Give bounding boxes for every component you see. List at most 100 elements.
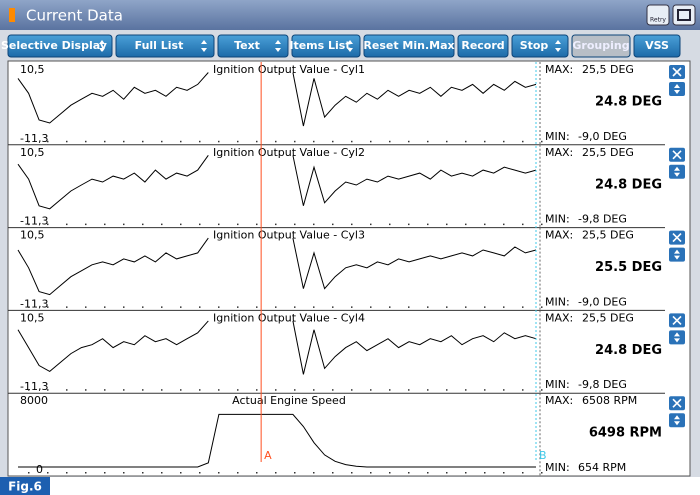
- toolbar-button[interactable]: [217, 34, 289, 58]
- axis-dot: [408, 223, 410, 226]
- cursor-label: B: [539, 449, 547, 462]
- axis-dot: [503, 223, 505, 226]
- panel-title: Ignition Output Value - Cyl4: [213, 311, 365, 324]
- axis-dot: [237, 389, 239, 391]
- axis-dot: [313, 223, 315, 226]
- trace: [17, 320, 537, 375]
- axis-dot: [66, 140, 68, 143]
- axis-dot: [275, 306, 277, 308]
- axis-dot: [218, 140, 220, 143]
- toolbar-button[interactable]: [457, 34, 509, 58]
- min-label: MIN:: [545, 295, 570, 308]
- axis-dot: [446, 223, 448, 226]
- toolbar-button[interactable]: [571, 34, 631, 58]
- axis-dot: [47, 389, 49, 391]
- dropdown-arrow: [201, 40, 207, 52]
- max-value: 25,5 DEG: [582, 146, 634, 159]
- axis-dot: [66, 389, 68, 391]
- retry-button[interactable]: [646, 4, 670, 26]
- axis-dot: [522, 223, 524, 226]
- axis-dot: [161, 472, 163, 474]
- axis-dot: [199, 306, 201, 308]
- current-value: 24.8 DEG: [595, 95, 662, 110]
- axis-dot: [427, 472, 429, 474]
- scale-button[interactable]: [669, 164, 685, 179]
- scale-button[interactable]: [669, 330, 685, 345]
- scale-button[interactable]: [669, 247, 685, 262]
- toolbar-button[interactable]: [363, 34, 455, 58]
- window-button[interactable]: [672, 4, 696, 26]
- axis-dot: [104, 472, 106, 474]
- max-value: 25,5 DEG: [582, 311, 634, 324]
- axis-dot: [389, 472, 391, 474]
- min-value: -9,0 DEG: [578, 295, 627, 308]
- trace: [17, 237, 537, 296]
- title-icon: [9, 8, 15, 22]
- axis-dot: [161, 306, 163, 308]
- axis-dot: [503, 306, 505, 308]
- button-label[interactable]: Reset Min.Max: [363, 39, 454, 52]
- y-tick-label: 10,5: [20, 311, 45, 324]
- axis-dot: [446, 306, 448, 308]
- toolbar-button[interactable]: [291, 34, 361, 58]
- button-label[interactable]: Items List: [289, 39, 350, 52]
- axis-dot: [47, 306, 49, 308]
- axis-dot: [199, 140, 201, 143]
- axis-dot: [104, 223, 106, 226]
- button-label[interactable]: Text: [234, 39, 260, 52]
- max-label: MAX:: [545, 311, 573, 324]
- axis-dot: [313, 306, 315, 308]
- axis-dot: [484, 389, 486, 391]
- min-value: -9,0 DEG: [578, 130, 627, 143]
- button-label[interactable]: Full List: [135, 39, 184, 52]
- toolbar-button[interactable]: [633, 34, 681, 58]
- y-tick-label: 0: [36, 463, 43, 476]
- button-label[interactable]: Grouping: [572, 39, 629, 52]
- current-value: 24.8 DEG: [595, 177, 662, 192]
- axis-dot: [484, 472, 486, 474]
- axis-dot: [275, 472, 277, 474]
- min-label: MIN:: [545, 213, 570, 226]
- retry-label[interactable]: Retry: [650, 17, 666, 24]
- panel-title: Ignition Output Value - Cyl2: [213, 146, 365, 159]
- close-icon: [672, 150, 682, 160]
- button-label[interactable]: Stop: [520, 39, 549, 52]
- axis-dot: [142, 472, 144, 474]
- axis-dot: [408, 140, 410, 143]
- axis-dot: [541, 472, 543, 474]
- trace: [18, 413, 536, 468]
- current-value: 24.8 DEG: [595, 343, 662, 358]
- axis-dot: [123, 472, 125, 474]
- axis-dot: [161, 389, 163, 391]
- axis-dot: [427, 223, 429, 226]
- scale-button[interactable]: [669, 413, 685, 428]
- button-label[interactable]: Selective Display: [1, 39, 107, 52]
- axis-dot: [28, 140, 30, 143]
- axis-dot: [28, 306, 30, 308]
- scale-button[interactable]: [669, 82, 685, 96]
- axis-dot: [446, 389, 448, 391]
- axis-dot: [28, 472, 30, 474]
- button-label[interactable]: VSS: [645, 39, 669, 52]
- axis-dot: [503, 140, 505, 143]
- y-tick-label: 10,5: [20, 229, 45, 242]
- axis-dot: [218, 306, 220, 308]
- axis-dot: [446, 472, 448, 474]
- y-tick-label: 10,5: [20, 63, 45, 76]
- axis-dot: [66, 223, 68, 226]
- max-label: MAX:: [545, 394, 573, 407]
- axis-dot: [180, 140, 182, 143]
- axis-dot: [503, 389, 505, 391]
- axis-dot: [332, 306, 334, 308]
- y-tick-label: -11,3: [20, 132, 48, 145]
- toolbar-button[interactable]: [7, 34, 113, 58]
- toolbar-button[interactable]: [115, 34, 215, 58]
- axis-dot: [351, 140, 353, 143]
- axis-dot: [370, 389, 372, 391]
- axis-dot: [104, 306, 106, 308]
- scale-icon: [674, 166, 680, 177]
- axis-dot: [161, 223, 163, 226]
- toolbar-button[interactable]: [511, 34, 569, 58]
- axis-dot: [389, 140, 391, 143]
- button-label[interactable]: Record: [461, 39, 504, 52]
